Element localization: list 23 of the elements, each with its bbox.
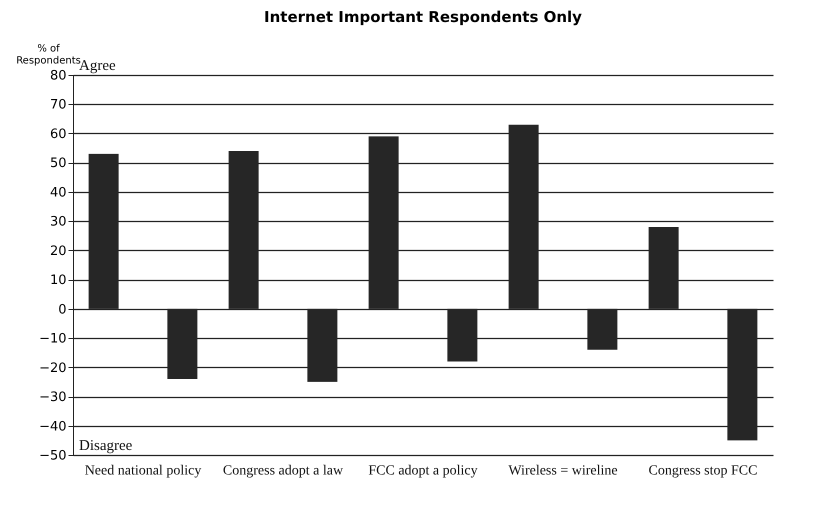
x-tick-label: Congress adopt a law (222, 464, 344, 478)
y-tick-label: 80 (50, 68, 66, 84)
text: Agree (79, 58, 116, 74)
y-tick-label: 20 (50, 244, 66, 259)
y-tick-label: 40 (50, 185, 66, 200)
y-tick-label: 50 (50, 156, 66, 172)
y-tick-label: 70 (50, 98, 66, 113)
y-tick-label: 60 (50, 126, 66, 142)
y-tick-label: −30 (39, 390, 66, 406)
y-tick-label: −50 (39, 448, 66, 464)
y-tick-label: −40 (39, 419, 66, 434)
x-tick-label: Need national policy (84, 464, 202, 478)
x-tick-label: Wireless = wireline (508, 464, 618, 478)
y-tick-label: −10 (39, 332, 66, 347)
annotation: Disagree (79, 438, 133, 454)
y-axis-title: % of Respondents (16, 44, 81, 66)
y-tick-label: 0 (58, 302, 66, 318)
chart-title: Internet Important Respondents Only (264, 8, 582, 26)
x-tick-label: Congress stop FCC (648, 464, 758, 478)
y-tick-label: 30 (50, 214, 66, 230)
x-tick-label: FCC adopt a policy (368, 464, 478, 478)
y-tick-label: −20 (39, 360, 66, 376)
y-tick-label: 10 (50, 273, 66, 288)
